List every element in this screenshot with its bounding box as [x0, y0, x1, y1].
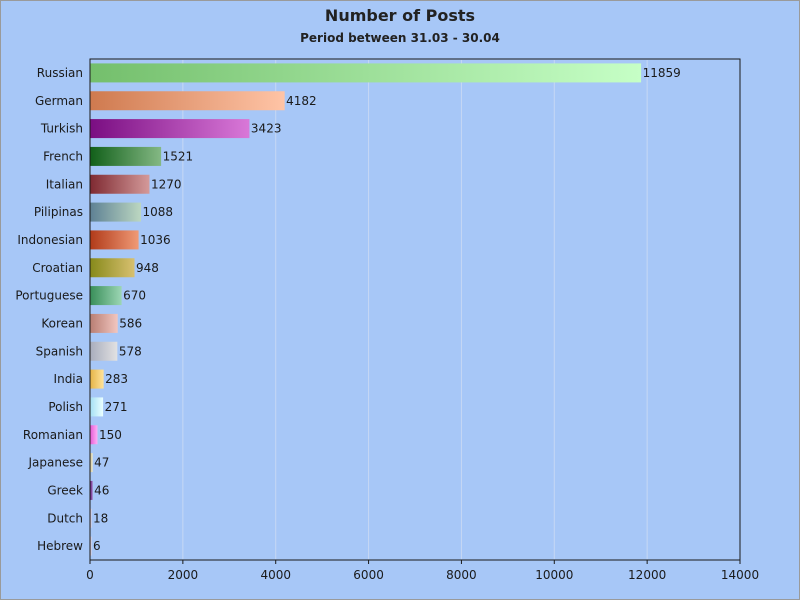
bar-japanese: [90, 453, 93, 473]
bar-value-label: 46: [94, 483, 109, 497]
category-label: Turkish: [40, 122, 83, 136]
category-label: Italian: [46, 177, 83, 191]
bar-polish: [90, 397, 104, 417]
bar-pilipinas: [90, 202, 142, 222]
x-tick-label: 4000: [260, 568, 291, 582]
bar-value-label: 283: [105, 372, 128, 386]
bar-value-label: 271: [105, 400, 128, 414]
category-label: Romanian: [23, 428, 83, 442]
bar-indonesian: [90, 230, 139, 250]
bar-value-label: 11859: [643, 66, 681, 80]
category-label: Pilipinas: [34, 205, 83, 219]
category-label: India: [54, 372, 83, 386]
category-label: Indonesian: [17, 233, 83, 247]
bar-value-label: 578: [119, 344, 142, 358]
x-tick-label: 6000: [353, 568, 384, 582]
x-axis-ticks: 0 2000 4000 6000 8000 10000 12000 14000: [86, 560, 759, 582]
bar-portuguese: [90, 286, 122, 306]
category-label: Dutch: [47, 511, 83, 525]
bar-croatian: [90, 258, 135, 278]
category-label: Korean: [41, 316, 83, 330]
category-label: Spanish: [36, 344, 83, 358]
bar-russian: [90, 63, 642, 83]
bar-india: [90, 369, 104, 389]
category-label: Hebrew: [37, 539, 83, 553]
x-tick-label: 12000: [628, 568, 666, 582]
bar-value-label: 1521: [163, 149, 194, 163]
bar-value-label: 1270: [151, 177, 182, 191]
bar-hebrew: [90, 536, 92, 556]
category-label: Croatian: [32, 261, 83, 275]
bar-value-label: 1036: [140, 233, 171, 247]
x-tick-label: 10000: [535, 568, 573, 582]
bar-german: [90, 91, 285, 111]
category-label: German: [35, 94, 83, 108]
bars: 11859 4182 3423 1521 1270 1088 1036 948 670 586 57…: [90, 63, 681, 556]
category-label: Russian: [37, 66, 83, 80]
bar-value-label: 3423: [251, 122, 282, 136]
bar-value-label: 150: [99, 428, 122, 442]
bar-value-label: 18: [93, 511, 108, 525]
category-labels: Russian German Turkish French Italian Pilipin…: [15, 66, 83, 553]
bar-greek: [90, 480, 93, 500]
chart-subtitle: Period between 31.03 - 30.04: [300, 31, 500, 45]
category-label: Greek: [47, 483, 83, 497]
x-tick-label: 14000: [721, 568, 759, 582]
category-label: Polish: [48, 400, 83, 414]
bar-value-label: 586: [119, 316, 142, 330]
bar-spanish: [90, 341, 118, 361]
bar-romanian: [90, 425, 98, 445]
bar-value-label: 1088: [143, 205, 174, 219]
category-label: Portuguese: [15, 289, 83, 303]
x-tick-label: 2000: [168, 568, 199, 582]
grid-lines: [182, 60, 648, 559]
bar-value-label: 948: [136, 261, 159, 275]
bar-french: [90, 146, 162, 166]
bar-korean: [90, 313, 118, 333]
category-label: Japanese: [28, 456, 84, 470]
bar-dutch: [90, 508, 92, 528]
bar-value-label: 670: [123, 289, 146, 303]
bar-value-label: 6: [93, 539, 101, 553]
bar-value-label: 47: [94, 456, 109, 470]
category-label: French: [43, 149, 83, 163]
x-tick-label: 8000: [446, 568, 477, 582]
bar-turkish: [90, 119, 250, 139]
x-tick-label: 0: [86, 568, 94, 582]
bar-italian: [90, 174, 150, 194]
plot-area: [89, 58, 741, 561]
bar-value-label: 4182: [286, 94, 317, 108]
chart-title: Number of Posts: [324, 6, 476, 25]
